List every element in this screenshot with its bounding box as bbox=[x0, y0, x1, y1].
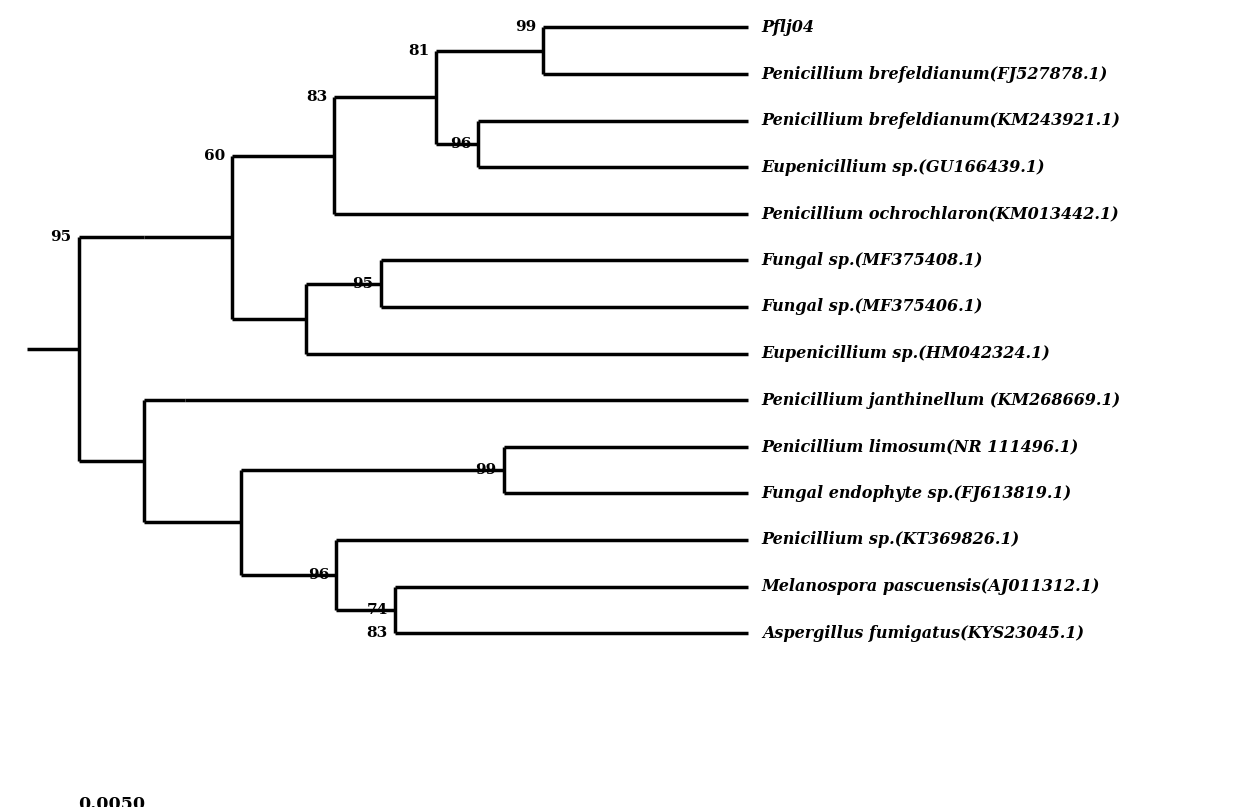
Text: Fungal sp.(MF375408.1): Fungal sp.(MF375408.1) bbox=[761, 252, 983, 269]
Text: 99: 99 bbox=[515, 20, 537, 35]
Text: 99: 99 bbox=[476, 463, 497, 477]
Text: Penicillium brefeldianum(KM243921.1): Penicillium brefeldianum(KM243921.1) bbox=[761, 112, 1121, 129]
Text: Penicillium limosum(NR 111496.1): Penicillium limosum(NR 111496.1) bbox=[761, 438, 1079, 455]
Text: Aspergillus fumigatus(KYS23045.1): Aspergillus fumigatus(KYS23045.1) bbox=[761, 625, 1084, 642]
Text: Penicillium sp.(KT369826.1): Penicillium sp.(KT369826.1) bbox=[761, 532, 1021, 549]
Text: 96: 96 bbox=[309, 568, 330, 582]
Text: 95: 95 bbox=[352, 277, 373, 291]
Text: Penicillium janthinellum (KM268669.1): Penicillium janthinellum (KM268669.1) bbox=[761, 391, 1121, 408]
Text: 83: 83 bbox=[366, 626, 388, 640]
Text: Penicillium brefeldianum(FJ527878.1): Penicillium brefeldianum(FJ527878.1) bbox=[761, 65, 1109, 82]
Text: 60: 60 bbox=[203, 148, 224, 162]
Text: Pflj04: Pflj04 bbox=[761, 19, 815, 36]
Text: 81: 81 bbox=[408, 44, 429, 58]
Text: 0.0050: 0.0050 bbox=[78, 797, 145, 807]
Text: Fungal endophyte sp.(FJ613819.1): Fungal endophyte sp.(FJ613819.1) bbox=[761, 485, 1073, 502]
Text: Eupenicillium sp.(HM042324.1): Eupenicillium sp.(HM042324.1) bbox=[761, 345, 1050, 362]
Text: 83: 83 bbox=[306, 90, 327, 104]
Text: Fungal sp.(MF375406.1): Fungal sp.(MF375406.1) bbox=[761, 299, 983, 316]
Text: Melanospora pascuensis(AJ011312.1): Melanospora pascuensis(AJ011312.1) bbox=[761, 578, 1100, 595]
Text: Penicillium ochrochlaron(KM013442.1): Penicillium ochrochlaron(KM013442.1) bbox=[761, 205, 1120, 222]
Text: Eupenicillium sp.(GU166439.1): Eupenicillium sp.(GU166439.1) bbox=[761, 159, 1045, 176]
Text: 74: 74 bbox=[366, 603, 388, 617]
Text: 95: 95 bbox=[51, 230, 72, 244]
Text: 96: 96 bbox=[450, 137, 471, 151]
